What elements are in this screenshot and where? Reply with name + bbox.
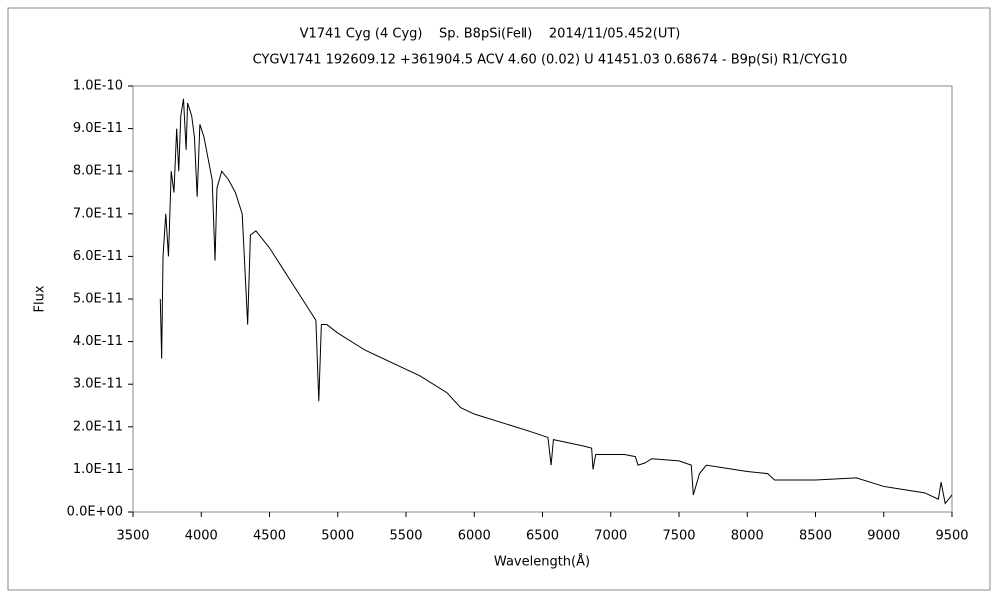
x-tick-label: 7500: [662, 529, 695, 544]
y-tick-label: 3.0E-11: [73, 377, 123, 392]
x-tick-label: 6000: [458, 529, 491, 544]
x-tick-label: 5500: [389, 529, 422, 544]
x-tick-label: 6500: [526, 529, 559, 544]
x-tick-label: 8000: [731, 529, 764, 544]
x-axis-label: Wavelength(Å): [494, 554, 590, 570]
x-tick-label: 9500: [935, 529, 968, 544]
y-axis-label: Flux: [33, 285, 48, 312]
chart-subtitle: CYGV1741 192609.12 +361904.5 ACV 4.60 (0…: [253, 53, 848, 68]
y-tick-label: 4.0E-11: [73, 334, 123, 349]
x-tick-label: 8500: [799, 529, 832, 544]
y-tick-label: 5.0E-11: [73, 292, 123, 307]
plot-area: [132, 85, 953, 513]
spectrum-line: [159, 98, 953, 505]
y-tick-label: 1.0E-10: [73, 79, 123, 94]
y-tick-label: 7.0E-11: [73, 206, 123, 221]
y-tick-label: 1.0E-11: [73, 462, 123, 477]
x-tick-label: 4500: [253, 529, 286, 544]
chart-title: V1741 Cyg (4 Cyg) Sp. B8pSi(FeⅡ) 2014/11…: [300, 27, 681, 42]
y-tick-label: 9.0E-11: [73, 121, 123, 136]
x-tick-label: 5000: [321, 529, 354, 544]
y-tick-label: 2.0E-11: [73, 419, 123, 434]
y-tick-label: 0.0E+00: [67, 505, 123, 520]
x-tick-label: 3500: [116, 529, 149, 544]
x-tick-label: 9000: [867, 529, 900, 544]
y-tick-label: 6.0E-11: [73, 249, 123, 264]
x-tick-label: 4000: [185, 529, 218, 544]
x-tick-label: 7000: [594, 529, 627, 544]
y-tick-label: 8.0E-11: [73, 164, 123, 179]
